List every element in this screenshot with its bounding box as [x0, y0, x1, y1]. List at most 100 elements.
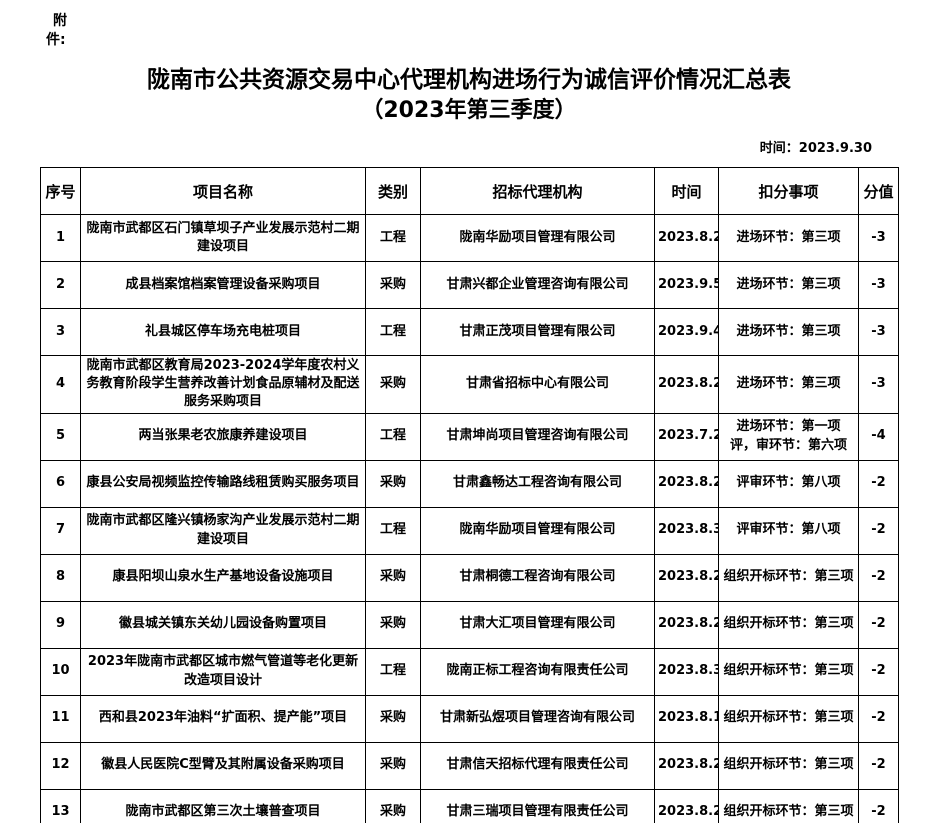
table-row: 9 徽县城关镇东关幼儿园设备购置项目 采购 甘肃大汇项目管理有限公司 2023.… [40, 600, 899, 649]
cell-index: 8 [40, 553, 81, 602]
cell-index: 1 [40, 214, 81, 262]
cell-project-name: 2023年陇南市武都区城市燃气管道等老化更新改造项目设计 [80, 647, 366, 696]
col-header-project-name: 项目名称 [80, 167, 366, 215]
cell-agency: 甘肃三瑞项目管理有限责任公司 [420, 788, 655, 823]
cell-project-name: 礼县城区停车场充电桩项目 [80, 308, 366, 356]
table-row: 10 2023年陇南市武都区城市燃气管道等老化更新改造项目设计 工程 陇南正标工… [40, 647, 899, 696]
table-row: 3 礼县城区停车场充电桩项目 工程 甘肃正茂项目管理有限公司 2023.9.4 … [40, 308, 899, 356]
cell-deduction: 进场环节：第三项 [718, 261, 859, 309]
cell-score: -4 [858, 412, 899, 461]
cell-score: -2 [858, 694, 899, 743]
cell-agency: 甘肃坤尚项目管理咨询有限公司 [420, 412, 655, 461]
table-row: 1 陇南市武都区石门镇草坝子产业发展示范村二期建设项目 工程 陇南华励项目管理有… [40, 214, 899, 262]
col-header-score: 分值 [858, 167, 899, 215]
cell-index: 4 [40, 355, 81, 414]
cell-project-name: 陇南市武都区隆兴镇杨家沟产业发展示范村二期建设项目 [80, 506, 366, 555]
cell-project-name: 徽县人民医院C型臂及其附属设备采购项目 [80, 741, 366, 790]
cell-category: 采购 [365, 355, 421, 414]
cell-agency: 甘肃兴都企业管理咨询有限公司 [420, 261, 655, 309]
cell-agency: 甘肃鑫畅达工程咨询有限公司 [420, 459, 655, 508]
cell-score: -2 [858, 600, 899, 649]
cell-score: -3 [858, 308, 899, 356]
col-header-deduction: 扣分事项 [718, 167, 859, 215]
table-row: 4 陇南市武都区教育局2023-2024学年度农村义务教育阶段学生营养改善计划食… [40, 355, 899, 414]
cell-deduction: 组织开标环节：第三项 [718, 647, 859, 696]
page-subtitle: （2023年第三季度） [361, 98, 577, 123]
cell-score: -2 [858, 553, 899, 602]
table-row: 8 康县阳坝山泉水生产基地设备设施项目 采购 甘肃桐德工程咨询有限公司 2023… [40, 553, 899, 602]
cell-category: 工程 [365, 412, 421, 461]
col-header-category: 类别 [365, 167, 421, 215]
cell-time: 2023.8.23 [654, 459, 719, 508]
cell-deduction: 进场环节：第三项 [718, 308, 859, 356]
cell-index: 7 [40, 506, 81, 555]
cell-score: -3 [858, 355, 899, 414]
cell-agency: 甘肃新弘煜项目管理咨询有限公司 [420, 694, 655, 743]
table-row: 11 西和县2023年油料“扩面积、提产能”项目 采购 甘肃新弘煜项目管理咨询有… [40, 694, 899, 743]
cell-index: 12 [40, 741, 81, 790]
cell-project-name: 康县阳坝山泉水生产基地设备设施项目 [80, 553, 366, 602]
cell-score: -3 [858, 261, 899, 309]
summary-table: 序号 项目名称 类别 招标代理机构 时间 扣分事项 分值 1 陇南市武都区石门镇… [40, 167, 899, 823]
cell-agency: 甘肃正茂项目管理有限公司 [420, 308, 655, 356]
cell-project-name: 西和县2023年油料“扩面积、提产能”项目 [80, 694, 366, 743]
cell-index: 9 [40, 600, 81, 649]
cell-agency: 甘肃信天招标代理有限责任公司 [420, 741, 655, 790]
cell-time: 2023.8.2 [654, 553, 719, 602]
cell-project-name: 徽县城关镇东关幼儿园设备购置项目 [80, 600, 366, 649]
cell-deduction: 进场环节：第三项 [718, 214, 859, 262]
cell-project-name: 两当张果老农旅康养建设项目 [80, 412, 366, 461]
table-row: 5 两当张果老农旅康养建设项目 工程 甘肃坤尚项目管理咨询有限公司 2023.7… [40, 412, 899, 461]
cell-time: 2023.8.22 [654, 214, 719, 262]
cell-agency: 甘肃省招标中心有限公司 [420, 355, 655, 414]
cell-score: -2 [858, 788, 899, 823]
cell-deduction: 组织开标环节：第三项 [718, 600, 859, 649]
cell-agency: 陇南华励项目管理有限公司 [420, 214, 655, 262]
cell-deduction: 组织开标环节：第三项 [718, 694, 859, 743]
cell-project-name: 陇南市武都区教育局2023-2024学年度农村义务教育阶段学生营养改善计划食品原… [80, 355, 366, 414]
cell-index: 10 [40, 647, 81, 696]
cell-category: 采购 [365, 261, 421, 309]
cell-agency: 陇南华励项目管理有限公司 [420, 506, 655, 555]
cell-time: 2023.8.2 [654, 600, 719, 649]
cell-agency: 甘肃桐德工程咨询有限公司 [420, 553, 655, 602]
cell-index: 13 [40, 788, 81, 823]
cell-score: -3 [858, 214, 899, 262]
cell-time: 2023.8.2 [654, 788, 719, 823]
report-date: 时间：2023.9.30 [759, 141, 872, 156]
cell-project-name: 成县档案馆档案管理设备采购项目 [80, 261, 366, 309]
cell-deduction: 组织开标环节：第三项 [718, 741, 859, 790]
cell-index: 2 [40, 261, 81, 309]
table-header-row: 序号 项目名称 类别 招标代理机构 时间 扣分事项 分值 [40, 167, 899, 215]
cell-project-name: 康县公安局视频监控传输路线租赁购买服务项目 [80, 459, 366, 508]
cell-time: 2023.8.10 [654, 694, 719, 743]
col-header-time: 时间 [654, 167, 719, 215]
cell-index: 11 [40, 694, 81, 743]
cell-deduction: 组织开标环节：第三项 [718, 553, 859, 602]
cell-category: 采购 [365, 553, 421, 602]
cell-index: 5 [40, 412, 81, 461]
table-row: 13 陇南市武都区第三次土壤普查项目 采购 甘肃三瑞项目管理有限责任公司 202… [40, 788, 899, 823]
table-row: 12 徽县人民医院C型臂及其附属设备采购项目 采购 甘肃信天招标代理有限责任公司… [40, 741, 899, 790]
cell-agency: 甘肃大汇项目管理有限公司 [420, 600, 655, 649]
cell-agency: 陇南正标工程咨询有限责任公司 [420, 647, 655, 696]
cell-category: 采购 [365, 600, 421, 649]
cell-deduction: 进场环节：第一项 评，审环节：第六项 [718, 412, 859, 461]
cell-time: 2023.8.3 [654, 647, 719, 696]
table-row: 7 陇南市武都区隆兴镇杨家沟产业发展示范村二期建设项目 工程 陇南华励项目管理有… [40, 506, 899, 555]
col-header-index: 序号 [40, 167, 81, 215]
page-title: 陇南市公共资源交易中心代理机构进场行为诚信评价情况汇总表 [147, 67, 791, 93]
cell-index: 6 [40, 459, 81, 508]
cell-time: 2023.9.5 [654, 261, 719, 309]
cell-category: 工程 [365, 308, 421, 356]
table-row: 2 成县档案馆档案管理设备采购项目 采购 甘肃兴都企业管理咨询有限公司 2023… [40, 261, 899, 309]
cell-time: 2023.8.24 [654, 741, 719, 790]
table-row: 6 康县公安局视频监控传输路线租赁购买服务项目 采购 甘肃鑫畅达工程咨询有限公司… [40, 459, 899, 508]
cell-category: 工程 [365, 647, 421, 696]
cell-project-name: 陇南市武都区第三次土壤普查项目 [80, 788, 366, 823]
cell-category: 采购 [365, 788, 421, 823]
cell-deduction: 进场环节：第三项 [718, 355, 859, 414]
cell-score: -2 [858, 741, 899, 790]
cell-score: -2 [858, 459, 899, 508]
cell-index: 3 [40, 308, 81, 356]
